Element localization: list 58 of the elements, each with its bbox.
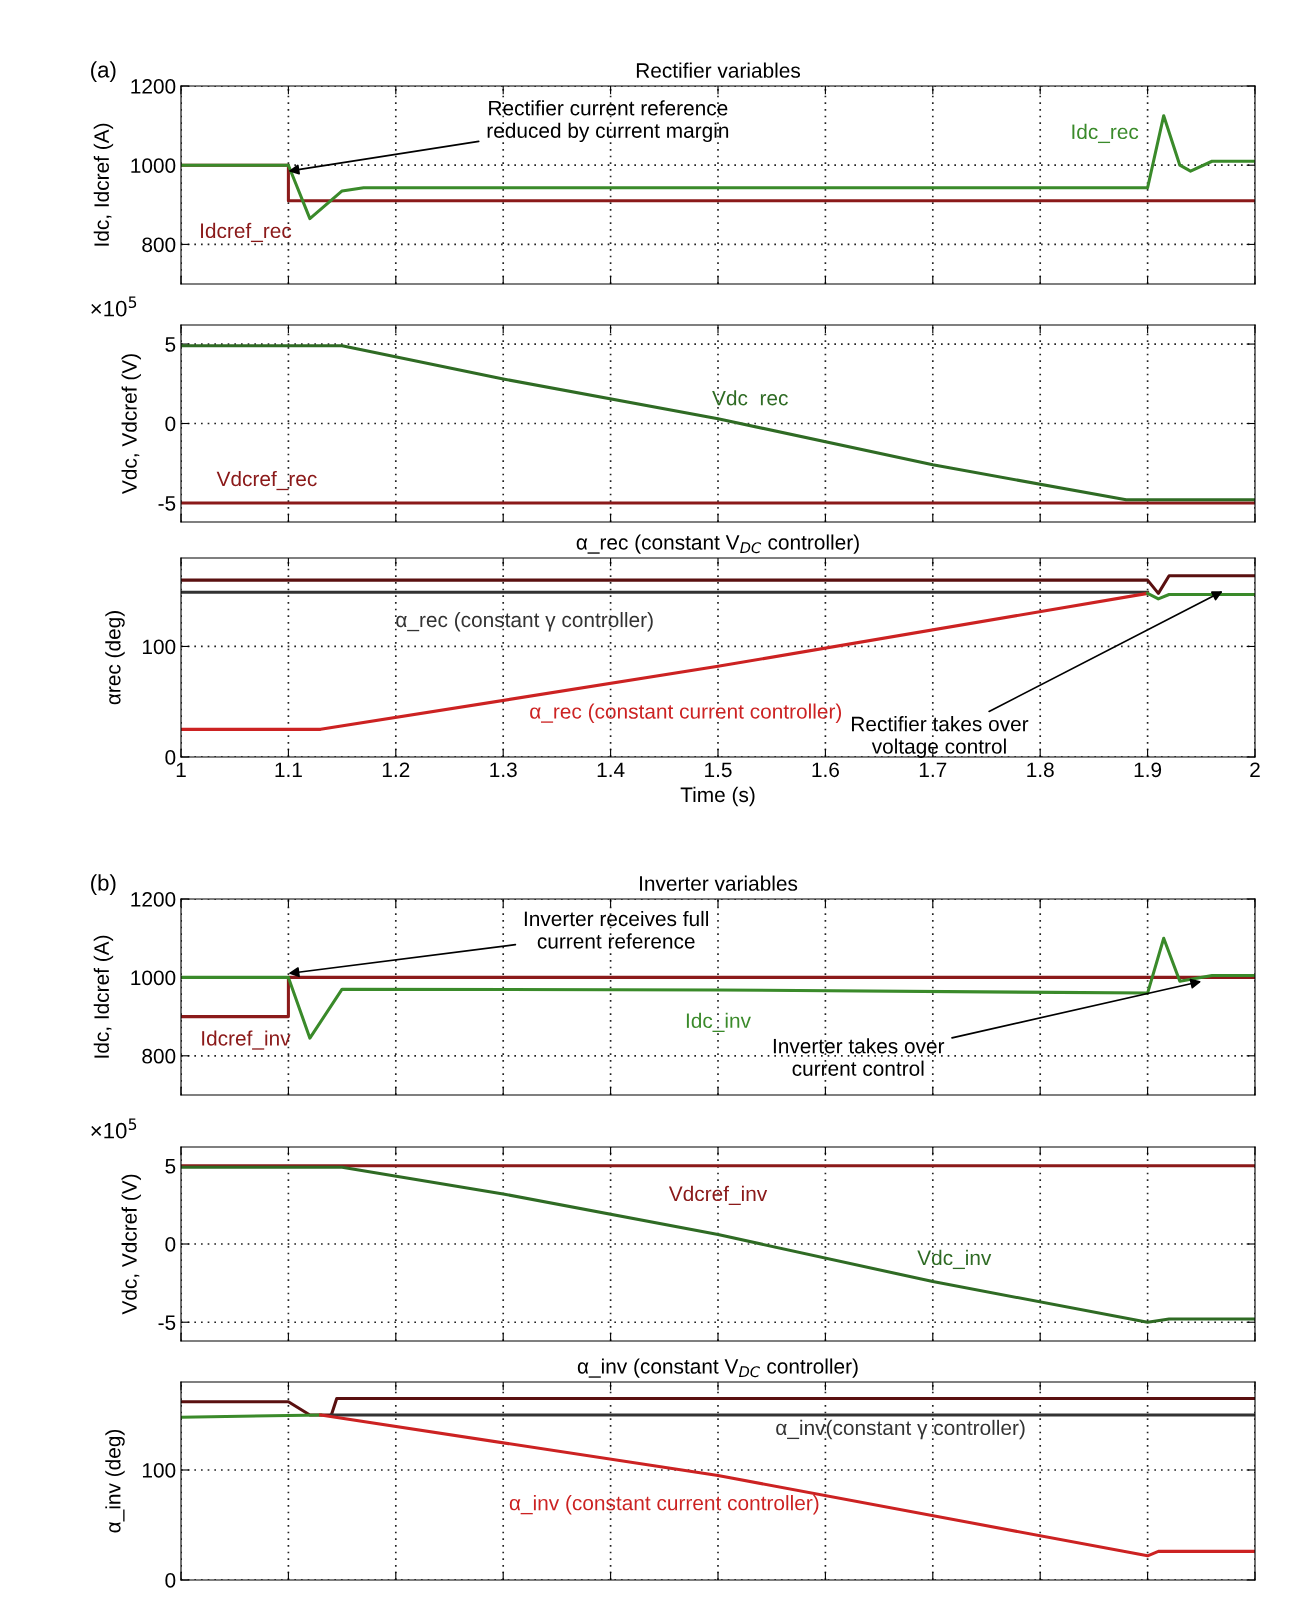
y-tick-label: 1200 [131, 892, 176, 907]
y-axis-title: α_inv (deg) [105, 1429, 125, 1533]
y-axis-title: Idc, Idcref (A) [93, 935, 114, 1058]
x-tick-label: 1.8 [1027, 762, 1054, 778]
chart-title: Inverter variables [640, 875, 798, 891]
annotation: Inverter takes over current control [773, 1038, 945, 1076]
y-tick-label: 0 [165, 750, 176, 765]
x-tick-label: 1.4 [597, 762, 625, 777]
y-tick-label: 1000 [131, 970, 176, 986]
x-tick-label: 1.1 [275, 762, 302, 777]
y-tick-label: 0 [165, 1237, 176, 1252]
chart-title: α_inv (constant V$_{DC}$ controller) [577, 1358, 858, 1378]
y-tick-label: 800 [142, 237, 176, 253]
x-axis-title: Time (s) [680, 786, 755, 807]
annotation: Rectifier current reference reduced by current margin [487, 100, 729, 143]
text: (a) [91, 61, 116, 83]
y-tick-label: 800 [142, 1048, 176, 1064]
y-tick-label: 0 [165, 1573, 176, 1588]
chart-title: α_rec (constant V$_{DC}$ controller) [576, 534, 859, 554]
y-tick-label: 100 [142, 639, 176, 655]
y-axis-title: Idc, Idcref (A) [93, 123, 114, 246]
series-label: Idc_inv [686, 1012, 751, 1033]
text: ×10$^{5}$ [91, 296, 137, 317]
x-tick-label: 1.5 [705, 762, 732, 778]
text: (b) [91, 874, 116, 896]
y-axis-title: αrec (deg) [105, 611, 125, 705]
x-tick-label: 1.7 [919, 762, 947, 777]
y-tick-label: 1200 [131, 79, 176, 94]
x-tick-label: 1 [176, 762, 186, 777]
annotation: Inverter receives full current reference [524, 910, 708, 949]
x-tick-label: 1.6 [812, 762, 839, 778]
y-tick-label: 0 [165, 416, 176, 432]
chart-title: Rectifier variables [636, 62, 801, 78]
series-label: Idc_rec [1072, 123, 1139, 144]
y-axis-title: Vdc, Vdcref (V) [121, 1174, 141, 1315]
x-tick-label: 1.9 [1134, 762, 1162, 778]
series-label: α_inv(constant γ controller) [776, 1419, 1025, 1440]
y-tick-label: 1000 [131, 158, 176, 173]
y-tick-label: 100 [142, 1463, 176, 1478]
y-tick-label: 5 [165, 337, 176, 352]
series-label: Idcref_rec [201, 222, 292, 243]
annotation: Rectifier takes over voltage control [852, 716, 1029, 758]
text: ×10$^{5}$ [91, 1118, 137, 1139]
series-label: α_rec (constant γ controller) [396, 611, 653, 632]
x-tick-label: 2 [1250, 762, 1260, 777]
y-tick-label: 5 [165, 1158, 176, 1174]
series-label: Vdcref_rec [216, 470, 317, 491]
series-label: Vdcref_inv [668, 1185, 768, 1206]
series-label: Vdc_inv [917, 1249, 992, 1270]
y-tick-label: -5 [158, 496, 176, 511]
series-label: Idcref_inv [202, 1030, 291, 1050]
y-tick-label: -5 [158, 1315, 176, 1330]
series-label: α_inv (constant current controller) [509, 1495, 819, 1515]
series-label: α_rec (constant current controller) [530, 703, 842, 723]
series-label: Vdc rec [712, 390, 788, 406]
x-tick-label: 1.3 [490, 762, 517, 778]
y-axis-title: Vdc, Vdcref (V) [121, 354, 141, 495]
x-tick-label: 1.2 [382, 762, 410, 777]
